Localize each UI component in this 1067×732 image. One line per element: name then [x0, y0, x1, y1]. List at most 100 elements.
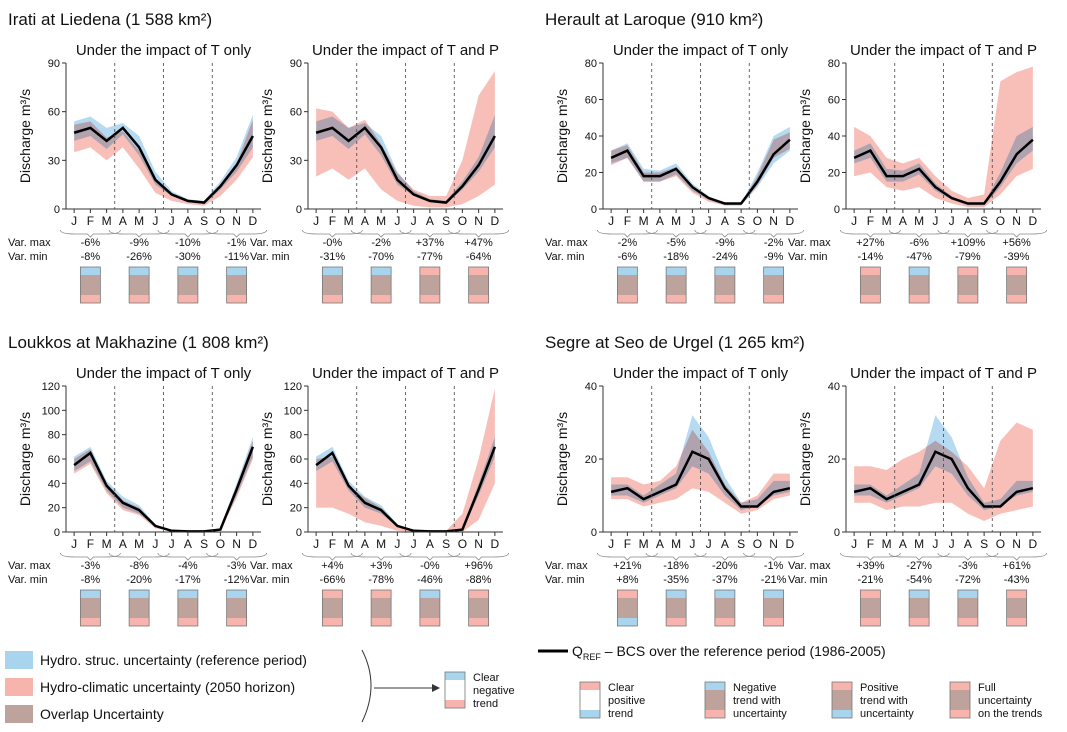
- y-tick-label: 90: [48, 58, 60, 70]
- box-mid: [580, 690, 600, 710]
- x-tick-label: A: [656, 537, 664, 551]
- var-min: -77%: [417, 251, 443, 263]
- var-min: -24%: [712, 251, 738, 263]
- y-tick-label: 40: [585, 131, 597, 143]
- box-frame: [177, 266, 199, 304]
- y-tick-label: 20: [828, 454, 840, 466]
- var-max: -20%: [712, 560, 738, 572]
- x-tick-label: O: [216, 537, 225, 551]
- var-min: -70%: [368, 251, 394, 263]
- panel-title: Under the impact of T only: [76, 365, 252, 382]
- brace: [839, 552, 901, 561]
- x-tick-label: A: [184, 214, 192, 228]
- var-min: -17%: [175, 574, 201, 586]
- x-tick-label: D: [491, 537, 500, 551]
- box-bottom: [1006, 618, 1027, 626]
- x-tick-label: S: [442, 537, 450, 551]
- box-mid: [468, 598, 489, 618]
- box-bottom: [860, 295, 881, 303]
- box-bottom: [666, 618, 687, 626]
- y-tick-label: 120: [42, 381, 60, 393]
- var-min-label: Var. min: [788, 574, 828, 586]
- x-tick-label: N: [232, 214, 241, 228]
- box-frame: [468, 266, 490, 304]
- x-tick-label: M: [671, 214, 681, 228]
- var-max: -9%: [715, 237, 735, 249]
- var-min: -21%: [761, 574, 787, 586]
- box-top: [129, 267, 150, 275]
- var-max-label: Var. max: [250, 560, 293, 572]
- x-tick-label: M: [639, 214, 649, 228]
- var-max: -3%: [958, 560, 978, 572]
- box-bottom: [129, 295, 150, 303]
- var-min: -35%: [663, 574, 689, 586]
- brace: [645, 229, 707, 238]
- box-bottom: [80, 618, 101, 626]
- brace: [301, 552, 363, 561]
- x-tick-label: S: [200, 214, 208, 228]
- box-top: [763, 267, 784, 275]
- brace: [448, 229, 510, 238]
- x-tick-label: F: [867, 214, 874, 228]
- var-min: -72%: [955, 574, 981, 586]
- box-bottom: [580, 710, 600, 718]
- box-frame: [714, 266, 736, 304]
- y-tick-label: 80: [828, 58, 840, 70]
- var-min-label: Var. min: [8, 251, 48, 263]
- box-bottom: [617, 618, 638, 626]
- var-min-label: Var. min: [545, 251, 585, 263]
- var-min: +8%: [616, 574, 639, 586]
- x-tick-label: M: [882, 214, 892, 228]
- legend-label: Hydro. struc. uncertainty (reference per…: [40, 652, 307, 668]
- box-top: [1006, 267, 1027, 275]
- y-axis-label: Discharge m³/s: [554, 89, 570, 183]
- var-min: -21%: [858, 574, 884, 586]
- box-frame: [177, 589, 199, 627]
- var-min: -8%: [81, 574, 101, 586]
- brace: [301, 229, 363, 238]
- var-min: -6%: [618, 251, 638, 263]
- var-max: -2%: [371, 237, 391, 249]
- box-bottom: [666, 295, 687, 303]
- legend-box-label: Full: [978, 682, 996, 694]
- x-tick-label: J: [394, 537, 400, 551]
- var-min-label: Var. min: [8, 574, 48, 586]
- box-top: [371, 590, 392, 598]
- box-frame: [226, 266, 248, 304]
- y-tick-label: 0: [834, 204, 840, 216]
- var-max: +21%: [613, 560, 642, 572]
- brace: [399, 229, 461, 238]
- box-top: [705, 682, 725, 690]
- x-tick-label: M: [344, 214, 354, 228]
- y-tick-label: 0: [54, 527, 60, 539]
- var-max-label: Var. max: [788, 560, 831, 572]
- brace: [350, 229, 412, 238]
- box-frame: [957, 589, 979, 627]
- legend-brace: [361, 649, 372, 723]
- axes: [845, 386, 1041, 533]
- x-tick-label: F: [329, 537, 336, 551]
- x-tick-label: F: [867, 537, 874, 551]
- box-top: [580, 682, 600, 690]
- var-min-label: Var. min: [788, 251, 828, 263]
- x-tick-label: S: [980, 214, 988, 228]
- future-band: [316, 388, 495, 532]
- var-max-label: Var. max: [8, 237, 51, 249]
- y-tick-label: 60: [48, 454, 60, 466]
- var-max: -1%: [764, 560, 784, 572]
- x-tick-label: M: [344, 537, 354, 551]
- x-tick-label: F: [87, 214, 94, 228]
- x-tick-label: M: [639, 537, 649, 551]
- box-top: [80, 267, 101, 275]
- axes: [65, 63, 261, 210]
- y-tick-label: 0: [591, 527, 597, 539]
- box-top: [177, 267, 198, 275]
- y-tick-label: 60: [290, 107, 302, 119]
- var-max: +4%: [321, 560, 344, 572]
- y-axis-label: Discharge m³/s: [797, 89, 813, 183]
- legend-box-label: Positive: [860, 682, 899, 694]
- y-axis-label: Discharge m³/s: [259, 412, 275, 506]
- legend-q: Q: [572, 643, 583, 659]
- box-frame: [579, 681, 601, 719]
- brace: [350, 552, 412, 561]
